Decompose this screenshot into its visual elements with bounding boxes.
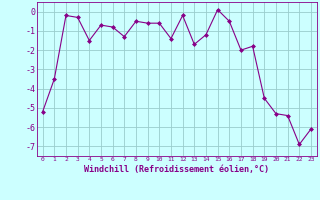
X-axis label: Windchill (Refroidissement éolien,°C): Windchill (Refroidissement éolien,°C) (84, 165, 269, 174)
